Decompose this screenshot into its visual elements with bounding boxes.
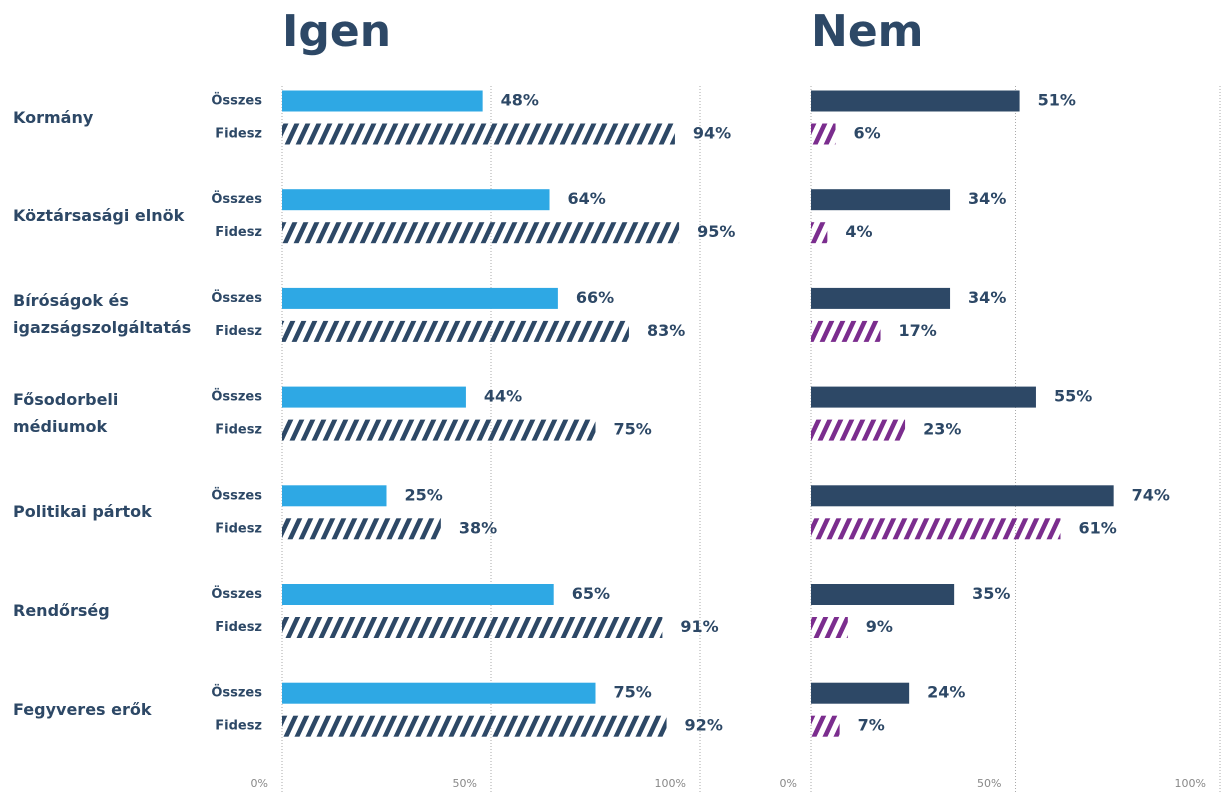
- bar: [811, 617, 848, 638]
- value-label: 38%: [459, 518, 497, 537]
- bar: [811, 386, 1036, 408]
- value-label: 7%: [858, 716, 885, 735]
- bar: [811, 419, 906, 441]
- series-label: Fidesz: [215, 620, 262, 635]
- value-label: 9%: [866, 617, 893, 636]
- bar: [282, 485, 387, 507]
- series-label: Fidesz: [215, 719, 262, 734]
- bar: [282, 123, 675, 145]
- bar: [282, 189, 550, 211]
- bar: [282, 518, 441, 540]
- value-label: 94%: [693, 124, 731, 143]
- series-label: Fidesz: [215, 423, 262, 438]
- bar: [811, 90, 1020, 112]
- bar: [282, 287, 558, 309]
- value-label: 91%: [680, 617, 718, 636]
- bar: [811, 715, 840, 737]
- value-label: 65%: [572, 584, 610, 603]
- bar: [811, 320, 881, 342]
- panel-title: Nem: [811, 6, 924, 57]
- bar: [282, 222, 680, 244]
- value-label: 75%: [614, 420, 652, 439]
- category-label: Politikai pártok: [13, 502, 152, 522]
- value-label: 92%: [685, 716, 723, 735]
- bar: [282, 682, 596, 704]
- x-tick-label: 100%: [655, 777, 686, 790]
- series-label: Összes: [211, 93, 262, 109]
- bar: [811, 222, 828, 244]
- value-label: 51%: [1038, 91, 1076, 110]
- series-label: Fidesz: [215, 127, 262, 142]
- series-label: Összes: [211, 290, 262, 306]
- category-label: Rendőrség: [13, 601, 110, 620]
- value-label: 74%: [1132, 485, 1170, 504]
- bar: [811, 518, 1061, 540]
- value-label: 35%: [972, 584, 1010, 603]
- series-label: Összes: [211, 389, 262, 405]
- bar: [811, 682, 910, 704]
- value-label: 55%: [1054, 387, 1092, 406]
- value-label: 25%: [405, 485, 443, 504]
- series-label: Fidesz: [215, 225, 262, 240]
- series-label: Összes: [211, 586, 262, 602]
- category-label: Fősodorbeli médiumok: [13, 390, 119, 437]
- x-tick-label: 0%: [251, 777, 268, 790]
- series-label: Fidesz: [215, 324, 262, 339]
- value-label: 34%: [968, 189, 1006, 208]
- value-label: 44%: [484, 387, 522, 406]
- bar: [282, 715, 667, 737]
- category-label: Bíróságok és igazságszolgáltatás: [13, 291, 192, 338]
- x-tick-label: 50%: [453, 777, 477, 790]
- bar: [811, 287, 951, 309]
- bar: [282, 90, 483, 112]
- x-tick-label: 50%: [977, 777, 1001, 790]
- series-label: Összes: [211, 191, 262, 207]
- x-tick-label: 0%: [780, 777, 797, 790]
- series-label: Összes: [211, 487, 262, 503]
- value-label: 61%: [1078, 518, 1116, 537]
- x-tick-label: 100%: [1175, 777, 1206, 790]
- series-label: Fidesz: [215, 521, 262, 536]
- category-label: Kormány: [13, 107, 94, 127]
- series-label: Összes: [211, 685, 262, 701]
- value-label: 24%: [927, 683, 965, 702]
- category-label: Köztársasági elnök: [13, 206, 185, 226]
- value-label: 66%: [576, 288, 614, 307]
- value-label: 48%: [501, 91, 539, 110]
- value-label: 17%: [899, 321, 937, 340]
- value-label: 4%: [845, 222, 872, 241]
- bar: [282, 386, 466, 408]
- value-label: 64%: [568, 189, 606, 208]
- value-label: 34%: [968, 288, 1006, 307]
- bar: [811, 584, 955, 605]
- value-label: 83%: [647, 321, 685, 340]
- value-label: 6%: [854, 124, 881, 143]
- bar: [282, 419, 596, 441]
- value-label: 95%: [697, 222, 735, 241]
- category-label: Fegyveres erők: [13, 699, 152, 719]
- bar: [811, 123, 836, 145]
- value-label: 75%: [614, 683, 652, 702]
- panel-title: Igen: [282, 6, 391, 57]
- bar: [282, 617, 663, 638]
- bar: [282, 584, 554, 605]
- value-label: 23%: [923, 420, 961, 439]
- bar: [811, 485, 1114, 507]
- bar: [811, 189, 951, 211]
- bar: [282, 320, 629, 342]
